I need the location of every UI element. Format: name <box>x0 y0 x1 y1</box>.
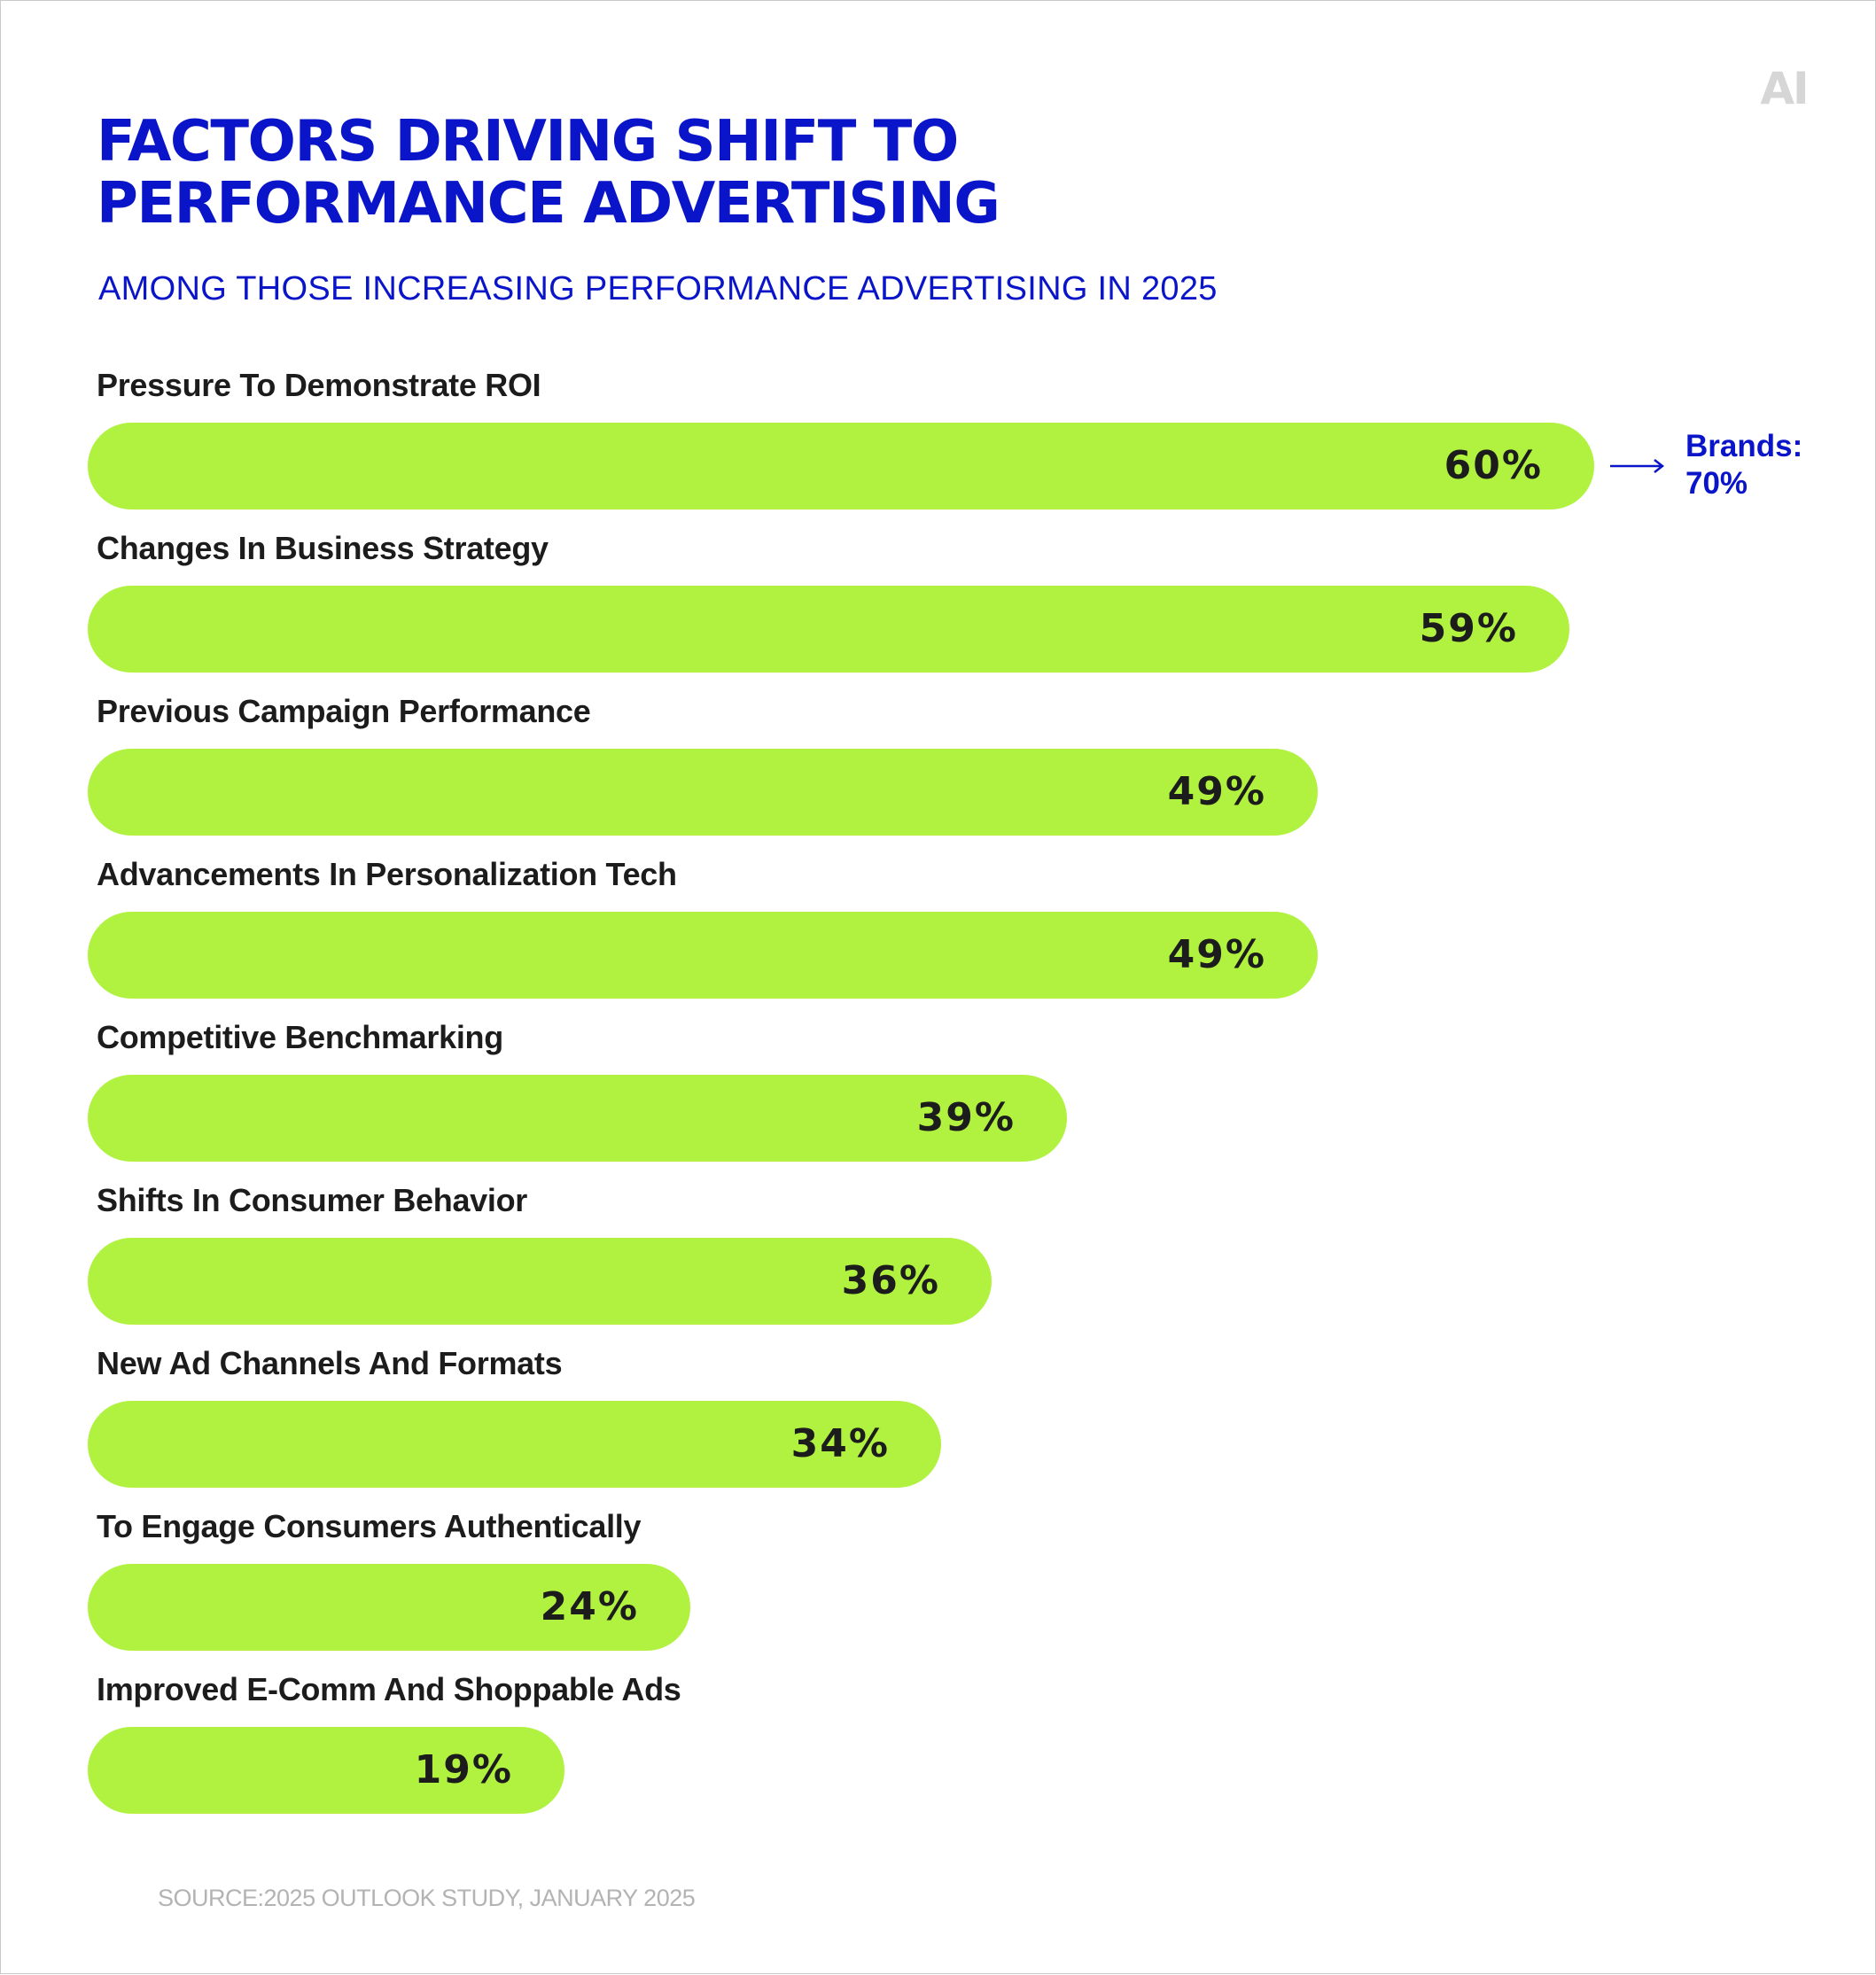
chart-subtitle: AMONG THOSE INCREASING PERFORMANCE ADVER… <box>98 270 1218 307</box>
bar-value-label-5: 36% <box>841 1258 940 1303</box>
bar-value-label-0: 60% <box>1444 443 1543 488</box>
brand-logo: AI <box>1760 63 1809 114</box>
bar-value-label-7: 24% <box>540 1584 639 1629</box>
bar-6: 34% <box>88 1401 941 1488</box>
chart-title-line-2: PERFORMANCE ADVERTISING <box>97 171 1000 237</box>
bar-3: 49% <box>88 912 1318 999</box>
bar-label-6: New Ad Channels And Formats <box>97 1345 563 1381</box>
bar-2: 49% <box>88 749 1318 836</box>
bar-value-label-8: 19% <box>414 1747 513 1792</box>
bar-8: 19% <box>88 1727 564 1814</box>
bar-0: 60% <box>88 423 1594 509</box>
brands-callout-label: Brands: <box>1685 429 1803 463</box>
bar-value-label-4: 39% <box>916 1095 1016 1140</box>
brands-callout-value: 70% <box>1685 466 1748 501</box>
bar-7: 24% <box>88 1564 690 1651</box>
bar-4: 39% <box>88 1075 1067 1162</box>
source-note: SOURCE:2025 OUTLOOK STUDY, JANUARY 2025 <box>158 1885 696 1911</box>
brands-callout: Brands: 70% <box>1685 428 1863 502</box>
bar-label-3: Advancements In Personalization Tech <box>97 856 677 892</box>
bar-label-2: Previous Campaign Performance <box>97 693 591 729</box>
bar-label-0: Pressure To Demonstrate ROI <box>97 367 541 403</box>
chart-title: FACTORS DRIVING SHIFT TO PERFORMANCE ADV… <box>97 111 1337 235</box>
bar-value-label-1: 59% <box>1419 606 1518 651</box>
bar-label-7: To Engage Consumers Authentically <box>97 1508 642 1544</box>
bar-5: 36% <box>88 1238 992 1325</box>
bar-value-label-2: 49% <box>1167 769 1266 814</box>
chart-title-line-1: FACTORS DRIVING SHIFT TO <box>97 109 959 175</box>
callout-arrow-icon <box>1610 459 1665 473</box>
bar-1: 59% <box>88 586 1569 673</box>
bar-label-1: Changes In Business Strategy <box>97 530 549 566</box>
bar-label-8: Improved E-Comm And Shoppable Ads <box>97 1671 681 1707</box>
bar-label-4: Competitive Benchmarking <box>97 1019 503 1055</box>
bar-value-label-6: 34% <box>790 1421 890 1466</box>
bar-value-label-3: 49% <box>1167 932 1266 977</box>
bar-label-5: Shifts In Consumer Behavior <box>97 1182 527 1218</box>
